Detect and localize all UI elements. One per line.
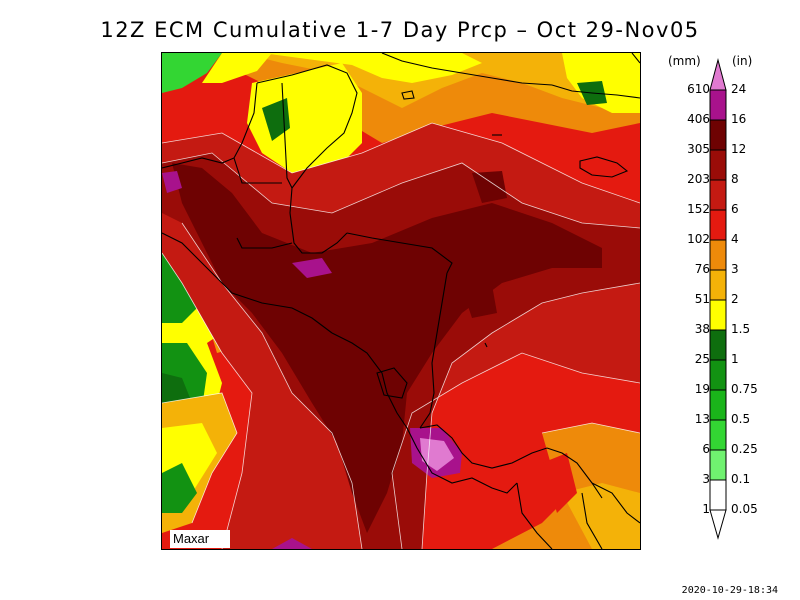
legend-in-label: 0.5 — [731, 412, 751, 426]
legend-mm-label: 76 — [694, 262, 710, 276]
field-yellow-nw — [202, 53, 272, 83]
legend-cell — [709, 449, 727, 481]
legend-mm-header: (mm) — [668, 54, 701, 68]
legend-in-label: 16 — [731, 112, 747, 126]
legend-in-label: 0.75 — [731, 382, 758, 396]
legend-mm-label: 406 — [687, 112, 710, 126]
legend-colorbar — [709, 58, 727, 540]
field-green-sw — [162, 463, 197, 513]
legend-cell — [709, 359, 727, 391]
legend-in-label: 0.05 — [731, 502, 758, 516]
legend-cell — [709, 299, 727, 331]
contour-lines — [162, 122, 640, 549]
field-maroon — [172, 163, 602, 533]
field-maroon-east — [462, 285, 497, 318]
legend-in-label: 0.1 — [731, 472, 751, 486]
legend-in-label: 2 — [731, 292, 739, 306]
legend-cell — [709, 209, 727, 241]
field-green-nw — [162, 53, 222, 93]
legend-in-label: 6 — [731, 202, 739, 216]
legend-in-label: 1.5 — [731, 322, 751, 336]
legend-cell — [709, 329, 727, 361]
legend-in-label: 4 — [731, 232, 739, 246]
legend-mm-label: 305 — [687, 142, 710, 156]
legend-mm-label: 102 — [687, 232, 710, 246]
field-yellow-north — [262, 53, 482, 83]
legend-cell — [709, 269, 727, 301]
legend-cell — [709, 149, 727, 181]
precipitation-map — [161, 52, 641, 550]
timestamp: 2020-10-29-18:34 — [681, 585, 778, 596]
legend-mm-label: 610 — [687, 82, 710, 96]
coastlines — [162, 53, 640, 549]
field-maroon-carib — [472, 171, 507, 203]
field-magenta-nw — [162, 171, 182, 193]
field-magenta-south — [272, 538, 312, 549]
legend-mm-label: 203 — [687, 172, 710, 186]
legend-cell-top — [709, 58, 727, 91]
legend: (mm) (in) 610 24 406 16 305 12 203 8 152 6 102 4 76 3… — [660, 52, 800, 552]
legend-cell — [709, 89, 727, 121]
legend-cell — [709, 239, 727, 271]
precipitation-field — [162, 53, 640, 549]
legend-in-label: 24 — [731, 82, 747, 96]
map-title: 12Z ECM Cumulative 1-7 Day Prcp – Oct 29… — [100, 18, 700, 42]
legend-mm-label: 1 — [702, 502, 710, 516]
field-magenta-gulf — [292, 258, 332, 278]
legend-cell — [709, 179, 727, 211]
legend-mm-label: 152 — [687, 202, 710, 216]
field-pink-max — [420, 438, 454, 471]
legend-in-label: 12 — [731, 142, 747, 156]
legend-mm-label: 3 — [702, 472, 710, 486]
legend-cell — [709, 479, 727, 511]
maxar-logo: Maxar — [170, 530, 230, 548]
field-yellow-yucatan — [247, 63, 362, 173]
legend-in-label: 8 — [731, 172, 739, 186]
legend-mm-label: 38 — [694, 322, 710, 336]
legend-mm-label: 51 — [694, 292, 710, 306]
legend-mm-label: 6 — [702, 442, 710, 456]
field-gold-se — [562, 483, 640, 549]
field-yellow-ne — [592, 53, 640, 68]
legend-cell — [709, 419, 727, 451]
legend-cell — [709, 119, 727, 151]
legend-in-label: 3 — [731, 262, 739, 276]
legend-in-label: 0.25 — [731, 442, 758, 456]
legend-in-header: (in) — [732, 54, 753, 68]
legend-cell — [709, 389, 727, 421]
legend-cell-bottom — [709, 509, 727, 540]
legend-in-label: 1 — [731, 352, 739, 366]
legend-mm-label: 19 — [694, 382, 710, 396]
legend-mm-label: 13 — [694, 412, 710, 426]
field-red-se — [542, 453, 577, 513]
legend-mm-label: 25 — [694, 352, 710, 366]
